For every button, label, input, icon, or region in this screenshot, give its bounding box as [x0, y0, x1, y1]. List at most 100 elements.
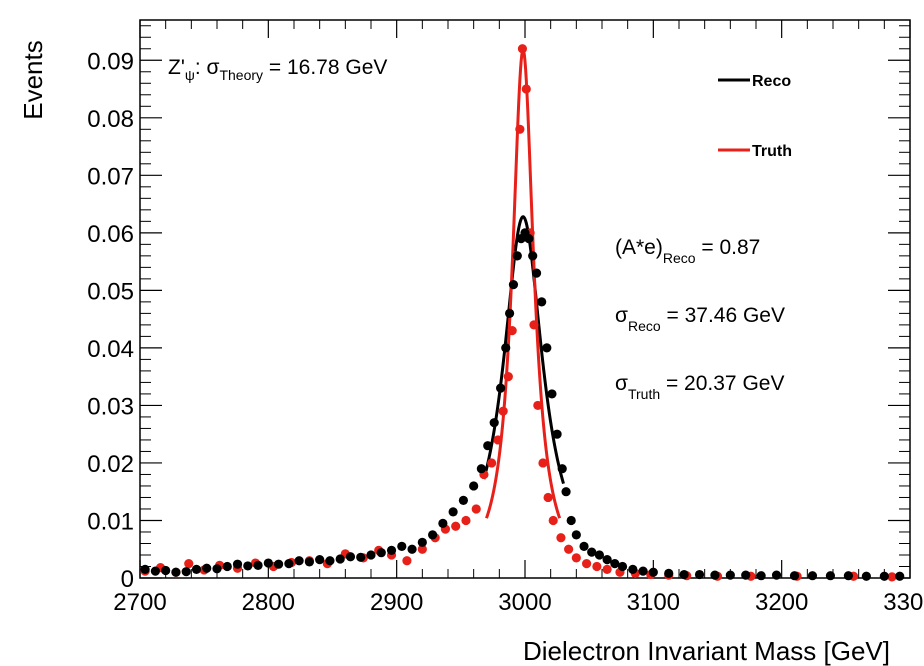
reco-point — [617, 561, 628, 572]
reco-point — [638, 566, 648, 576]
reco-point — [602, 554, 612, 565]
reco-point — [438, 518, 448, 528]
truth-point — [184, 559, 194, 569]
truth-point — [503, 372, 513, 382]
reco-point — [694, 569, 705, 580]
reco-point — [648, 567, 658, 577]
truth-point — [529, 320, 539, 330]
reco-point — [528, 251, 538, 261]
reco-point — [325, 556, 335, 566]
reco-point — [552, 429, 562, 439]
y-axis-title: Events — [18, 40, 48, 120]
reco-point — [557, 464, 567, 474]
annotation-sigma-truth-sub: Truth — [628, 386, 660, 402]
reco-point — [253, 560, 263, 570]
reco-point — [825, 571, 836, 581]
plot-frame — [139, 19, 911, 579]
truth-point — [602, 564, 612, 574]
reco-point — [679, 569, 689, 580]
x-tick-label: 3200 — [755, 589, 808, 616]
reco-point — [542, 343, 552, 353]
reco-point — [710, 570, 720, 580]
legend-truth-label: Truth — [752, 143, 792, 160]
annotation-acceptance-suffix: = 0.87 — [696, 236, 761, 259]
x-tick-label: 3000 — [498, 589, 551, 616]
reco-point — [561, 487, 571, 497]
x-axis-title: Dielectron Invariant Mass [GeV] — [523, 636, 890, 666]
reco-point — [496, 383, 506, 393]
annotation-model-mid: : σ — [195, 56, 220, 79]
reco-point — [512, 251, 522, 261]
reco-point — [756, 571, 766, 581]
annotation-acceptance: (A*e)Reco = 0.87 — [615, 236, 760, 266]
reco-point — [843, 571, 854, 581]
y-tick-label: 0.06 — [87, 221, 134, 248]
annotation-acceptance-sub: Reco — [663, 250, 696, 266]
x-tick-label: 2700 — [113, 589, 166, 616]
reco-point — [501, 343, 511, 353]
x-tick-label: 2900 — [370, 589, 423, 616]
reco-point — [171, 567, 181, 577]
reco-point — [181, 567, 191, 577]
truth-point — [471, 504, 481, 514]
reco-point — [610, 559, 620, 569]
x-tick-label: 3100 — [627, 589, 680, 616]
truth-point — [564, 544, 574, 554]
reco-point — [191, 564, 202, 574]
y-tick-label: 0.01 — [87, 508, 134, 535]
reco-point — [571, 530, 581, 540]
reco-point — [458, 495, 468, 505]
legend-reco-label: Reco — [752, 73, 791, 90]
reco-point — [212, 564, 222, 574]
reco-point — [345, 552, 356, 562]
annotation-sigma-reco: σReco = 37.46 GeV — [615, 304, 785, 334]
reco-point — [356, 552, 366, 562]
reco-point — [304, 557, 314, 567]
reco-point — [489, 418, 499, 428]
reco-point — [483, 441, 493, 451]
reco-point — [222, 561, 232, 572]
reco-point — [366, 550, 376, 560]
annotation-sigma-reco-prefix: σ — [615, 304, 628, 327]
truth-point — [548, 515, 558, 526]
reco-point — [469, 481, 479, 491]
y-tick-label: 0.03 — [87, 393, 134, 420]
reco-point — [725, 570, 735, 580]
reco-point — [448, 507, 458, 517]
data-points — [140, 44, 905, 582]
y-tick-label: 0 — [121, 566, 134, 593]
reco-point — [417, 537, 427, 547]
annotation-model-prefix: Z' — [168, 56, 185, 79]
reco-point — [476, 464, 486, 474]
reco-point — [579, 541, 589, 551]
annotation-sigma-truth: σTruth = 20.37 GeV — [615, 372, 784, 402]
reco-point — [407, 544, 417, 554]
annotation-sigma-truth-prefix: σ — [615, 372, 628, 395]
truth-point — [493, 435, 503, 445]
truth-point — [507, 326, 517, 336]
annotation-sigma-reco-suffix: = 37.46 GeV — [661, 304, 785, 327]
reco-point — [243, 561, 253, 571]
reco-point — [537, 297, 547, 307]
truth-point — [515, 124, 525, 134]
truth-point — [571, 553, 581, 563]
reco-point — [508, 280, 519, 290]
annotation-model: Z'ψ: σTheory = 16.78 GeV — [168, 56, 387, 83]
reco-point — [315, 554, 325, 565]
truth-point — [521, 84, 531, 94]
reco-point — [428, 530, 438, 540]
reco-point — [628, 564, 638, 574]
reco-point — [531, 268, 542, 278]
reco-point — [807, 571, 818, 581]
reco-point — [274, 559, 284, 569]
annotation-sigma-reco-sub: Reco — [628, 318, 661, 334]
reco-point — [335, 554, 345, 564]
reco-point — [524, 234, 534, 244]
truth-point — [487, 458, 497, 468]
y-tick-label: 0.04 — [87, 336, 134, 363]
truth-point — [498, 406, 508, 416]
annotation-model-sub1: ψ — [185, 67, 195, 83]
truth-point — [592, 561, 602, 572]
